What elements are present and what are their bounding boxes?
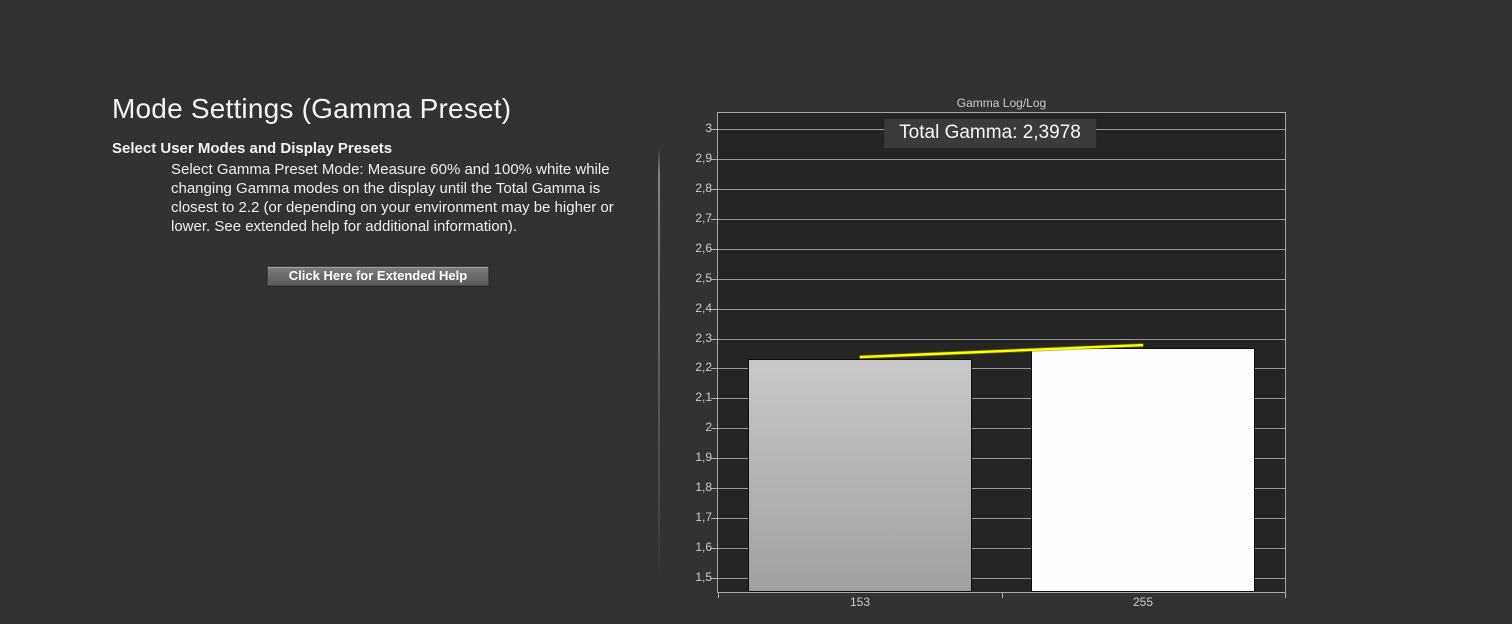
x-axis-label: 153	[849, 595, 871, 609]
x-axis-tick	[1002, 593, 1003, 598]
section-heading: Select User Modes and Display Presets	[112, 140, 393, 157]
y-axis-tick	[711, 309, 718, 310]
plot-area	[717, 112, 1286, 593]
y-axis-tick-label: 1,7	[695, 510, 712, 524]
y-axis-tick	[711, 458, 718, 459]
gridline	[718, 219, 1285, 220]
left-pane: Mode Settings (Gamma Preset) Select User…	[112, 92, 632, 287]
y-axis-tick-label: 1,9	[695, 450, 712, 464]
y-axis-tick-label: 1,6	[695, 540, 712, 554]
instructions-text: Select Gamma Preset Mode: Measure 60% an…	[171, 161, 614, 235]
pane-divider	[658, 148, 660, 578]
y-axis-tick	[711, 488, 718, 489]
gridline	[718, 488, 1285, 489]
gridline	[718, 309, 1285, 310]
gridline	[718, 279, 1285, 280]
gridline	[718, 159, 1285, 160]
gridline	[718, 518, 1285, 519]
y-axis-tick-label: 2,9	[695, 151, 712, 165]
gridline	[718, 428, 1285, 429]
y-axis-tick	[711, 518, 718, 519]
y-axis-tick	[711, 279, 718, 280]
chart-title: Gamma Log/Log	[956, 96, 1047, 110]
y-axis-tick	[711, 159, 718, 160]
gridline	[718, 458, 1285, 459]
page-title: Mode Settings (Gamma Preset)	[112, 93, 512, 124]
y-axis-tick	[711, 368, 718, 369]
bar-255	[1031, 348, 1255, 592]
y-axis-tick-label: 2,3	[695, 331, 712, 345]
y-axis-tick-label: 2,2	[695, 360, 712, 374]
y-axis-tick	[711, 129, 718, 130]
y-axis-tick-label: 2,6	[695, 241, 712, 255]
y-axis-tick	[711, 339, 718, 340]
gridline	[718, 339, 1285, 340]
x-axis-tick	[1285, 593, 1286, 598]
y-axis-tick	[711, 548, 718, 549]
y-axis-tick-label: 2,7	[695, 211, 712, 225]
y-axis-tick	[711, 249, 718, 250]
y-axis-tick-label: 2,8	[695, 181, 712, 195]
gridline	[718, 368, 1285, 369]
gridline	[718, 249, 1285, 250]
y-axis-tick-label: 1,5	[695, 570, 712, 584]
trend-line	[859, 343, 1144, 360]
y-axis-tick	[711, 219, 718, 220]
bar-153	[748, 359, 972, 592]
gridline	[718, 578, 1285, 579]
y-axis-tick-label: 1,8	[695, 480, 712, 494]
x-axis-label: 255	[1132, 595, 1154, 609]
y-axis-tick-label: 2,1	[695, 390, 712, 404]
y-axis-tick	[711, 398, 718, 399]
y-axis-tick	[711, 578, 718, 579]
extended-help-button[interactable]: Click Here for Extended Help	[266, 265, 490, 287]
y-axis-tick-label: 2,5	[695, 271, 712, 285]
y-axis-tick-label: 2	[705, 420, 712, 434]
gridline	[718, 189, 1285, 190]
y-axis-tick-label: 2,4	[695, 301, 712, 315]
y-axis-tick	[711, 189, 718, 190]
gridline	[718, 398, 1285, 399]
y-axis-tick-label: 3	[705, 121, 712, 135]
y-axis-tick	[711, 428, 718, 429]
gridline	[718, 548, 1285, 549]
x-axis-tick	[718, 593, 719, 598]
total-gamma-readout: Total Gamma: 2,3978	[884, 119, 1096, 148]
gamma-chart: Gamma Log/Log Total Gamma: 2,3978 3 2,9 2,…	[660, 85, 1512, 624]
